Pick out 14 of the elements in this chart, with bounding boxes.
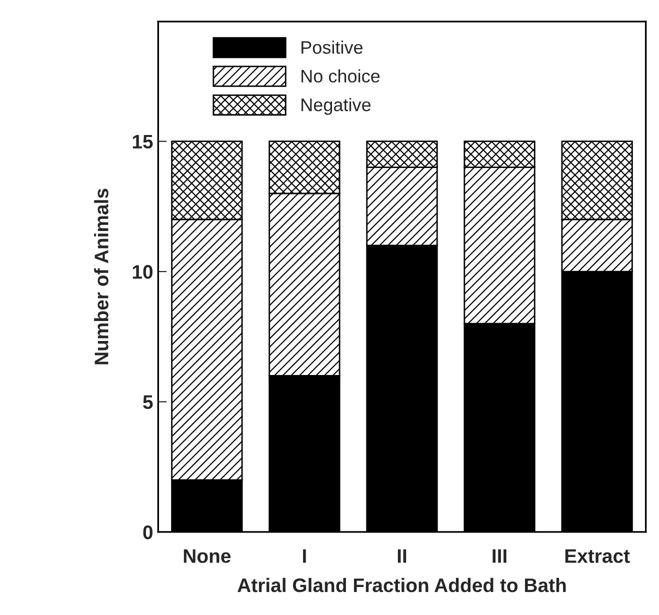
x-axis-title: Atrial Gland Fraction Added to Bath [238, 578, 566, 592]
x-tick-label: None [184, 549, 231, 563]
legend-label: Negative [302, 98, 371, 115]
x-tick-label: III [492, 549, 506, 563]
legend-label: Positive [302, 40, 363, 54]
y-tick-label: 0 [143, 525, 153, 540]
x-tick-label: II [398, 549, 406, 563]
y-tick-label: 15 [132, 134, 153, 149]
y-tick-label: 10 [132, 265, 153, 279]
y-tick-label: 5 [143, 395, 153, 409]
x-tick-label: Extract [565, 549, 630, 563]
legend-label: No choice [302, 69, 380, 83]
y-axis-title: Number of Animals [94, 188, 108, 364]
x-tick-label: I [303, 549, 306, 563]
